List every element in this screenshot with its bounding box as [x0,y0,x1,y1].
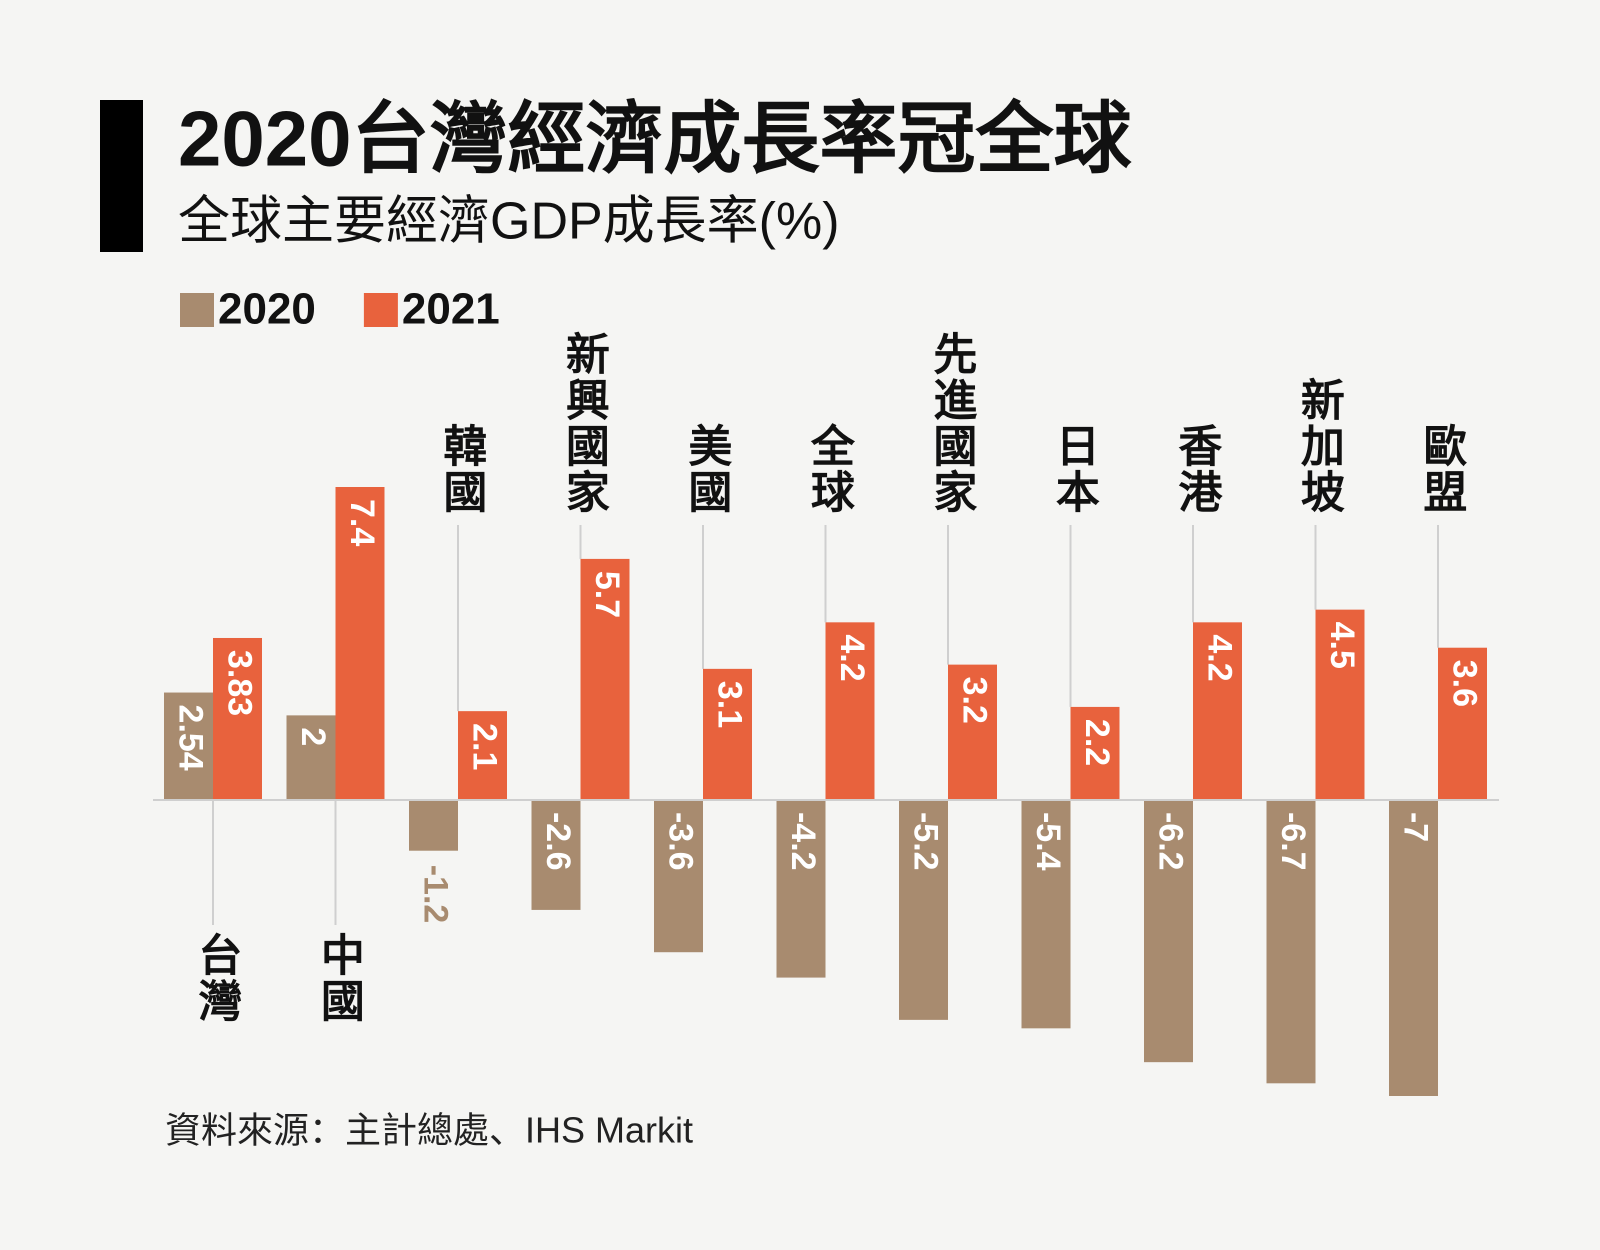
bar [335,487,385,800]
category-label: 台灣 [191,932,242,1024]
category-label: 新加坡 [1294,377,1345,515]
bar [1070,706,1120,800]
category-label: 先進國家 [926,331,977,515]
value-label: -3.6 [662,812,700,871]
bar [213,637,262,800]
legend-swatch [363,293,398,327]
value-label: 4.5 [1323,622,1361,669]
bar [164,692,213,800]
title-bar [100,100,143,252]
value-label: -6.2 [1152,812,1190,871]
bar [1438,647,1487,800]
category-label: 新興國家 [559,331,610,515]
value-label: 2.2 [1078,719,1116,766]
value-label: 3.2 [956,677,994,724]
bar [825,622,875,800]
bar [1389,799,1438,1096]
value-label: 4.2 [1201,634,1239,681]
bar [1266,799,1316,1084]
legend-swatch [180,293,214,327]
value-label: -1.2 [417,865,455,924]
value-label: -2.6 [539,812,577,871]
value-label: -6.7 [1274,812,1312,871]
value-label: 3.6 [1446,660,1484,707]
bar [1193,622,1242,800]
category-label: 歐盟 [1416,423,1466,515]
bar [948,664,997,800]
bar [531,799,581,910]
bar [409,799,458,851]
value-label: -5.2 [907,812,945,871]
bar [654,799,703,953]
value-label: 2.1 [466,723,504,770]
value-label: -5.4 [1029,812,1067,871]
category-label: 日本 [1049,423,1100,515]
chart-title: 2020台灣經濟成長率冠全球 [178,95,1133,183]
category-label: 美國 [681,423,732,515]
value-label: -4.2 [784,812,822,871]
bar [899,799,948,1020]
value-label: 5.7 [588,571,626,618]
legend-label: 2021 [402,285,500,334]
bar [703,668,752,800]
category-label: 韓國 [436,423,486,515]
value-label: 2.54 [172,705,210,771]
bar [1315,609,1365,800]
category-label: 香港 [1171,423,1222,515]
value-label: 4.2 [833,634,871,681]
value-label: 7.4 [343,499,381,546]
bar [580,558,630,800]
value-label: 3.83 [221,650,259,716]
chart-subtitle: 全球主要經濟GDP成長率(%) [178,193,840,251]
category-label: 全球 [804,422,856,515]
legend-label: 2020 [218,285,316,334]
bar [286,715,336,800]
bar [458,711,507,800]
value-label: 3.1 [711,681,749,728]
bar [776,799,826,978]
bar [1144,799,1193,1063]
value-label: -7 [1397,812,1435,842]
bar [1021,799,1071,1029]
value-label: 2 [294,727,332,746]
category-label: 中國 [314,932,363,1024]
source: 資料來源：主計總處、IHS Markit [165,1110,693,1151]
